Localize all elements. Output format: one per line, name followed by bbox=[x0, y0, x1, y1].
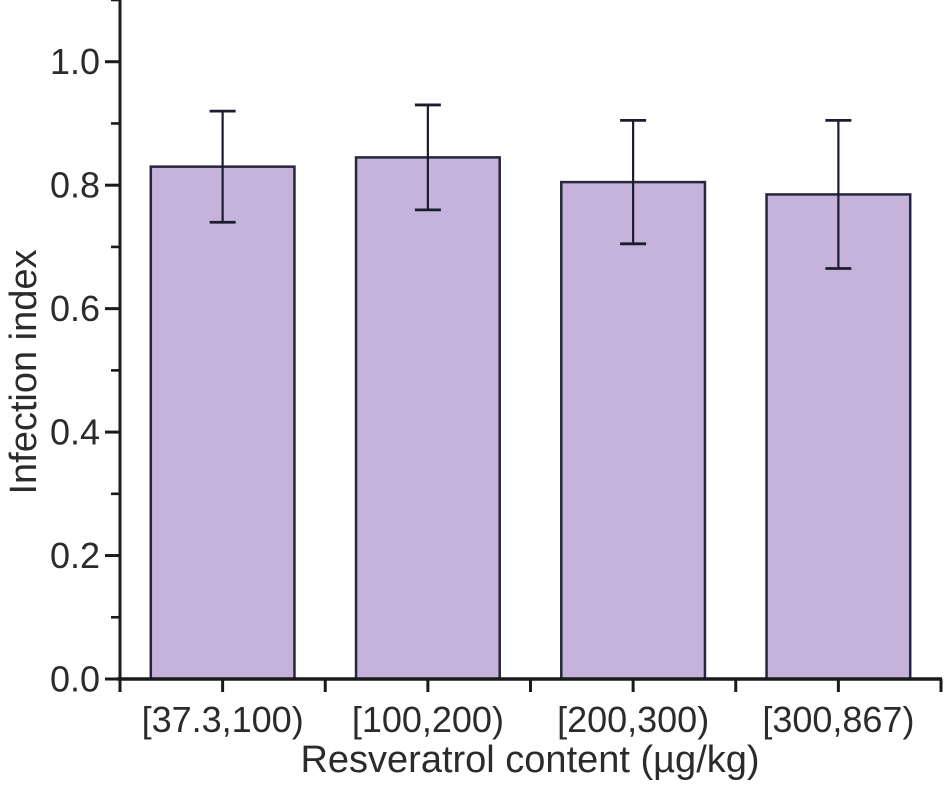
x-axis-title: Resveratrol content (µg/kg) bbox=[300, 739, 759, 781]
y-axis-title: Infection index bbox=[3, 249, 45, 494]
x-tick-label: [200,300) bbox=[557, 699, 709, 740]
y-tick-label: 0.4 bbox=[50, 412, 100, 453]
x-tick-label: [37.3,100) bbox=[142, 699, 304, 740]
bar-2 bbox=[354, 156, 501, 681]
bar-4 bbox=[765, 193, 912, 681]
tick-labels-group: 0.0 0.2 0.4 0.6 0.8 1.0 [37.3,100) [100,200) [20… bbox=[50, 41, 914, 740]
bar-1 bbox=[149, 165, 296, 681]
bars-group bbox=[149, 156, 912, 681]
x-tick-label: [300,867) bbox=[762, 699, 914, 740]
y-tick-label: 0.0 bbox=[50, 659, 100, 700]
y-tick-label: 0.2 bbox=[50, 535, 100, 576]
y-tick-label: 1.0 bbox=[50, 41, 100, 82]
error-bar-4 bbox=[825, 118, 852, 270]
y-tick-label: 0.8 bbox=[50, 165, 100, 206]
y-tick-label: 0.6 bbox=[50, 288, 100, 329]
error-bar-1 bbox=[209, 109, 236, 224]
axes-group bbox=[105, 0, 943, 692]
error-bar-2 bbox=[414, 103, 441, 212]
error-bars-group bbox=[209, 103, 852, 270]
bar-3 bbox=[560, 180, 707, 681]
x-tick-label: [100,200) bbox=[352, 699, 504, 740]
error-bar-3 bbox=[620, 118, 647, 246]
